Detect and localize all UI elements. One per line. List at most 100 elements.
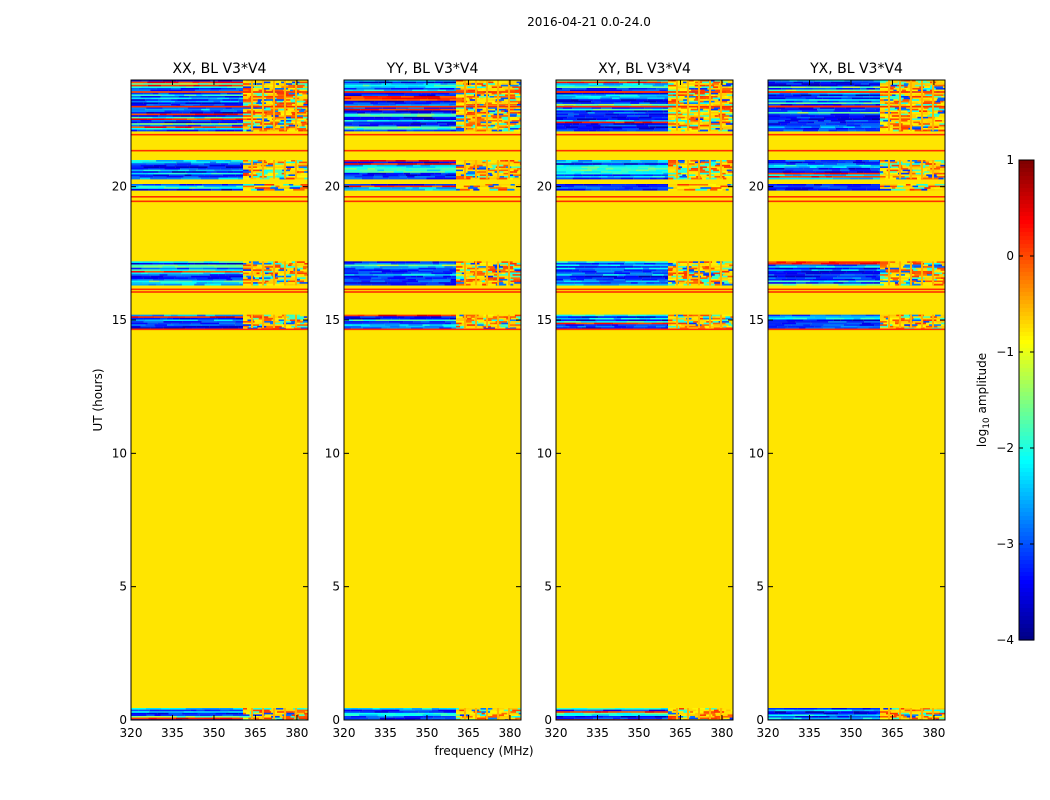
colorbar-segment [1019, 324, 1034, 329]
rfi-stripe [676, 80, 679, 131]
colorbar-segment [1019, 196, 1034, 201]
colorbar-segment [1019, 164, 1034, 169]
rfi-stripe [295, 261, 298, 286]
colorbar-segment [1019, 636, 1034, 641]
rfi-line [131, 149, 308, 152]
rfi-stripe [284, 160, 287, 179]
rfi-line [344, 196, 521, 198]
colorbar-label-rest: amplitude [975, 353, 989, 417]
rfi-stripe [497, 314, 500, 328]
rfi-stripe [888, 708, 891, 720]
colorbar-segment [1019, 288, 1034, 293]
rfi-line [556, 105, 733, 108]
colorbar-segment [1019, 516, 1034, 521]
colorbar-segment [1019, 200, 1034, 205]
x-tick-label: 350 [203, 726, 226, 740]
rfi-stripe [262, 160, 265, 179]
colorbar-segment [1019, 612, 1034, 617]
x-tick-label: 350 [628, 726, 651, 740]
x-axis-label: frequency (MHz) [434, 744, 533, 758]
rfi-stripe [709, 160, 712, 179]
colorbar-segment [1019, 220, 1034, 225]
rfi-stripe [486, 261, 489, 286]
x-tick-label: 380 [710, 726, 733, 740]
colorbar-label-sub: 10 [982, 417, 992, 429]
colorbar-segment [1019, 588, 1034, 593]
rfi-stripe [475, 80, 478, 131]
rfi-stripe [475, 314, 478, 328]
rfi-stripe [899, 160, 902, 179]
colorbar-segment [1019, 504, 1034, 509]
rfi-line [131, 291, 308, 293]
colorbar-segment [1019, 308, 1034, 313]
colorbar-segment [1019, 600, 1034, 605]
rfi-stripe [262, 708, 265, 720]
colorbar-segment [1019, 368, 1034, 373]
y-tick-label: 0 [544, 713, 552, 727]
rfi-stripe [910, 80, 913, 131]
rfi-stripe [910, 160, 913, 179]
colorbar-segment [1019, 544, 1034, 549]
colorbar-segment [1019, 524, 1034, 529]
panel-2: YY, BL V3*V4 320 335 350 365 380 0 5 10 15 20 [325, 61, 522, 740]
colorbar-segment [1019, 592, 1034, 597]
colorbar-segment [1019, 180, 1034, 185]
x-tick-label: 365 [244, 726, 267, 740]
colorbar-segment [1019, 580, 1034, 585]
rfi-stripe [508, 261, 511, 286]
y-tick-label: 10 [749, 446, 764, 460]
colorbar-segment [1019, 296, 1034, 301]
rfi-line [768, 200, 945, 203]
colorbar-segment [1019, 372, 1034, 377]
rfi-stripe [698, 160, 701, 179]
rfi-line [344, 91, 521, 93]
colorbar-segment [1019, 564, 1034, 569]
rfi-line [768, 291, 945, 293]
colorbar-segment [1019, 472, 1034, 477]
rfi-line [768, 149, 945, 152]
colorbar-segment [1019, 380, 1034, 385]
colorbar-segment [1019, 260, 1034, 265]
rfi-stripe [932, 314, 935, 328]
rfi-line [556, 288, 733, 291]
rfi-stripe [910, 314, 913, 328]
y-tick-label: 0 [332, 713, 340, 727]
rfi-stripe [709, 80, 712, 131]
colorbar-segment [1019, 480, 1034, 485]
colorbar-segment [1019, 344, 1034, 349]
rfi-stripe [698, 708, 701, 720]
colorbar-segment [1019, 328, 1034, 333]
rfi-stripe [698, 314, 701, 328]
colorbar-segment [1019, 460, 1034, 465]
colorbar-segment [1019, 204, 1034, 209]
y-tick-label: 15 [537, 313, 552, 327]
colorbar-segment [1019, 360, 1034, 365]
colorbar-segment [1019, 532, 1034, 537]
rfi-stripe [720, 708, 723, 720]
y-tick-label: 10 [112, 446, 127, 460]
colorbar-segment [1019, 356, 1034, 361]
rfi-line [556, 196, 733, 198]
colorbar-segment [1019, 624, 1034, 629]
colorbar-segment [1019, 236, 1034, 241]
rfi-stripe [910, 708, 913, 720]
rfi-stripe [720, 314, 723, 328]
rfi-stripe [698, 261, 701, 286]
rfi-stripe [262, 80, 265, 131]
rfi-stripe [251, 160, 254, 179]
rfi-stripe [910, 261, 913, 286]
rfi-line [768, 133, 945, 136]
rfi-line [131, 288, 308, 291]
rfi-line [556, 149, 733, 152]
colorbar-segment [1019, 428, 1034, 433]
colorbar-segment [1019, 392, 1034, 397]
colorbar-segment [1019, 364, 1034, 369]
y-tick-label: 10 [325, 446, 340, 460]
colorbar-segment [1019, 604, 1034, 609]
rfi-stripe [464, 80, 467, 131]
rfi-stripe [676, 314, 679, 328]
colorbar-segment [1019, 268, 1034, 273]
y-tick-label: 5 [756, 580, 764, 594]
colorbar-segment [1019, 424, 1034, 429]
